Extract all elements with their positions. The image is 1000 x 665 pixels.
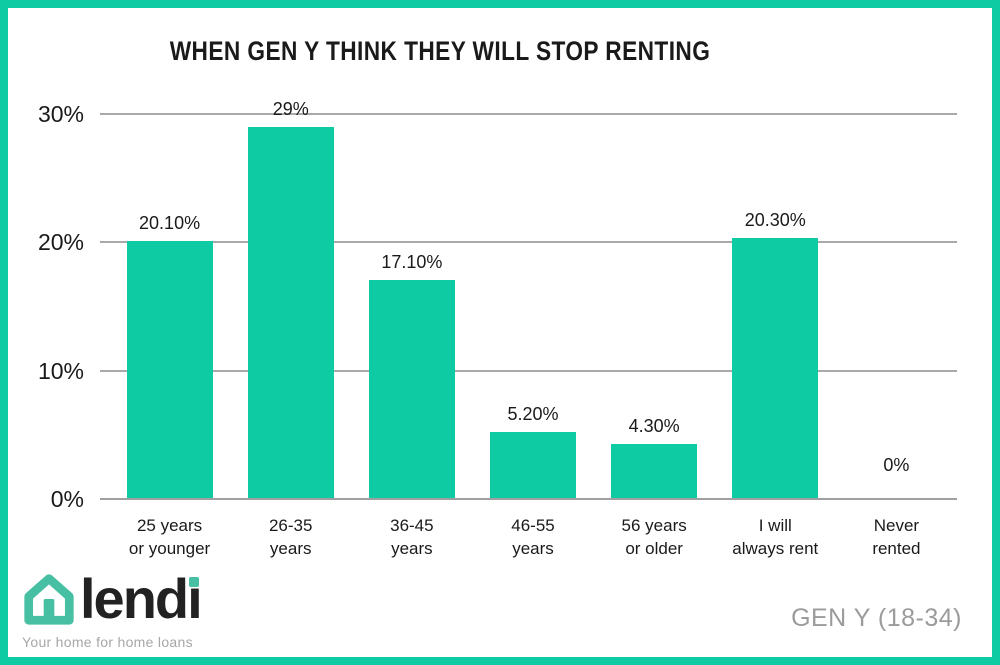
- y-axis-label: 20%: [37, 229, 84, 256]
- x-axis-line: [100, 498, 957, 500]
- x-axis-label: 46-55 years: [511, 516, 555, 558]
- value-label: 20.30%: [744, 210, 806, 230]
- lendi-logo: lendı Your home for home loans: [20, 568, 250, 654]
- bar-column: 17.10%: [351, 114, 472, 499]
- x-axis-label: I will always rent: [732, 516, 819, 558]
- brand-tagline: Your home for home loans: [22, 634, 193, 650]
- y-axis-label: 10%: [37, 357, 84, 384]
- cohort-label: GEN Y (18-34): [791, 604, 962, 632]
- x-axis-label: Never rented: [872, 516, 921, 558]
- value-label: 5.20%: [507, 404, 559, 424]
- bar-column: 20.10%: [109, 114, 230, 499]
- i-dot: [189, 577, 200, 587]
- value-label: 4.30%: [628, 416, 680, 436]
- bar: [489, 432, 576, 499]
- bars-container: 20.10% 29% 17.10% 5.20% 4.30% 20.30% 0%: [100, 99, 957, 499]
- bar-column: 0%: [836, 114, 957, 499]
- bar-column: 20.30%: [715, 114, 836, 499]
- value-label: 0%: [883, 455, 910, 475]
- y-axis-label: 30%: [37, 101, 84, 127]
- x-axis-label: 36-45 years: [390, 516, 434, 558]
- chart-title: WHEN GEN Y THINK THEY WILL STOP RENTING: [169, 36, 711, 66]
- x-axis-label: 56 years or older: [621, 516, 687, 558]
- bar: [611, 444, 698, 499]
- brand-i-letter: ı: [187, 567, 203, 630]
- bar-column: 5.20%: [472, 114, 593, 499]
- bar: [247, 127, 334, 499]
- value-label: 20.10%: [139, 213, 201, 233]
- y-axis-labels: 0% 10% 20% 30%: [8, 101, 88, 512]
- house-icon: [20, 570, 78, 631]
- brand-wordmark: lendı: [80, 567, 203, 630]
- gridline: [100, 369, 957, 372]
- gridline: [100, 241, 957, 244]
- bar-column: 29%: [230, 99, 351, 499]
- y-axis-label: 0%: [50, 486, 84, 512]
- value-label: 29%: [272, 99, 309, 119]
- bar: [732, 238, 819, 499]
- x-axis-label: 26-35 years: [268, 516, 313, 558]
- x-axis-label: 25 years or younger: [128, 516, 211, 558]
- bar: [126, 241, 213, 499]
- bar: [368, 280, 455, 499]
- plot-area: 20.10% 29% 17.10% 5.20% 4.30% 20.30% 0%: [100, 99, 957, 500]
- x-axis-labels: 25 years or younger 26-35 years 36-45 years 46…: [100, 514, 957, 560]
- gridline: [100, 113, 957, 115]
- value-label: 17.10%: [381, 252, 443, 272]
- bar-column: 4.30%: [594, 114, 715, 499]
